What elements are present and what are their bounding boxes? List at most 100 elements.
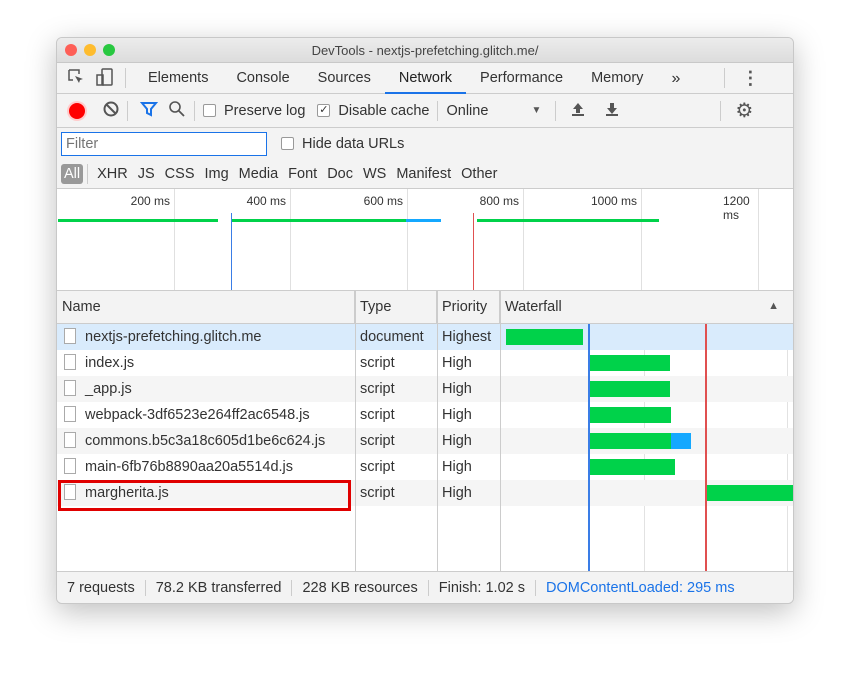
device-toolbar-icon[interactable] [95,67,117,90]
file-icon [64,406,76,422]
window-title: DevTools - nextjs-prefetching.glitch.me/ [311,43,539,58]
filter-input[interactable] [61,131,267,156]
table-row[interactable]: commons.b5c3a18c605d1be6c624.js script H… [57,428,793,454]
dom-content-loaded-line [588,324,590,571]
request-name[interactable]: main-6fb76b8890aa20a5514d.js [57,454,355,480]
request-name-text: commons.b5c3a18c605d1be6c624.js [85,433,326,449]
type-filter-css[interactable]: CSS [164,165,195,182]
type-filter-all[interactable]: All [61,163,84,184]
overview-timeline[interactable]: 200 ms 400 ms 600 ms 800 ms 1000 ms 1200… [57,189,793,291]
kebab-menu-icon[interactable]: ⋮ [741,67,760,88]
status-bar: 7 requests 78.2 KB transferred 228 KB re… [57,571,793,603]
preserve-log-checkbox[interactable] [203,104,216,117]
disable-cache-label: Disable cache [338,102,430,119]
load-event-line [473,213,474,290]
overview-bar [477,219,659,222]
divider [437,100,439,121]
import-har-icon[interactable] [570,101,586,120]
dropdown-arrow-icon[interactable]: ▼ [531,105,542,116]
throttling-select[interactable]: Online [446,102,489,119]
record-icon[interactable] [69,102,85,119]
request-name-text: main-6fb76b8890aa20a5514d.js [85,459,294,475]
tab-sources[interactable]: Sources [317,69,371,86]
file-icon [64,380,76,396]
column-header-type[interactable]: Type [355,291,437,324]
filter-icon[interactable] [139,100,159,121]
hide-data-urls-checkbox[interactable] [281,137,294,150]
type-filter-other[interactable]: Other [461,165,498,182]
column-header-waterfall[interactable]: Waterfall [505,299,562,315]
divider [127,100,128,121]
type-filter-img[interactable]: Img [204,165,229,182]
search-icon[interactable] [168,100,186,121]
file-icon [64,354,76,370]
waterfall-bar [589,433,671,449]
dom-content-loaded-line [231,213,232,290]
request-name[interactable]: webpack-3df6523e264ff2ac6548.js [57,402,355,428]
type-filter-media[interactable]: Media [238,165,279,182]
load-event-line [705,324,707,571]
tab-console[interactable]: Console [236,69,290,86]
waterfall-bar [506,329,583,345]
table-row[interactable]: webpack-3df6523e264ff2ac6548.js script H… [57,402,793,428]
request-name-text: _app.js [85,381,132,397]
more-tabs-button[interactable]: » [671,69,681,87]
request-type: script [360,381,395,397]
request-priority: High [442,485,472,501]
table-row[interactable]: nextjs-prefetching.glitch.me document Hi… [57,324,793,350]
type-filter-manifest[interactable]: Manifest [396,165,452,182]
highlight-box [58,480,351,511]
zoom-window-button[interactable] [103,44,115,56]
table-row[interactable]: main-6fb76b8890aa20a5514d.js script High [57,454,793,480]
tab-memory[interactable]: Memory [591,69,644,86]
table-header: Name Type Priority Waterfall ▲ [57,291,793,324]
request-name-text: index.js [85,355,135,371]
column-header-name[interactable]: Name [57,291,355,324]
tick-label: 1200 ms [723,194,750,222]
resource-type-filters: All XHR JS CSS Img Media Font Doc WS Manifest Othe… [57,159,793,189]
tab-elements[interactable]: Elements [148,69,209,86]
request-type: script [360,485,395,501]
request-name[interactable]: nextjs-prefetching.glitch.me [57,324,355,350]
waterfall-bar [589,459,675,475]
sort-ascending-icon[interactable]: ▲ [768,300,779,312]
clear-icon[interactable] [103,101,119,120]
type-filter-font[interactable]: Font [288,165,318,182]
column-header-priority[interactable]: Priority [437,291,500,324]
request-name[interactable]: margherita.js [57,480,355,506]
tab-network[interactable]: Network [384,63,467,94]
file-icon [64,484,76,500]
inspect-element-icon[interactable] [67,68,89,89]
close-window-button[interactable] [65,44,77,56]
request-priority: High [442,459,472,475]
request-name-text: margherita.js [85,485,169,501]
divider [555,100,557,121]
minimize-window-button[interactable] [84,44,96,56]
export-har-icon[interactable] [604,101,620,120]
disable-cache-checkbox[interactable]: ✓ [317,104,331,117]
settings-gear-icon[interactable]: ⚙ [735,100,754,122]
waterfall-bar [589,355,670,371]
panel-tabs: Elements Console Sources Network Perform… [57,63,793,94]
overview-bar [58,219,218,222]
overview-bar [406,219,441,222]
waterfall-bar [671,433,691,449]
request-name[interactable]: index.js [57,350,355,376]
type-filter-ws[interactable]: WS [362,165,387,182]
request-type: script [360,355,395,371]
waterfall-bar [589,407,671,423]
type-filter-doc[interactable]: Doc [327,165,353,182]
tab-performance[interactable]: Performance [480,69,564,86]
tick-label: 200 ms [130,194,170,208]
request-name[interactable]: _app.js [57,376,355,402]
filter-row: Hide data URLs [57,128,793,159]
file-icon [64,458,76,474]
request-name[interactable]: commons.b5c3a18c605d1be6c624.js [57,428,355,454]
request-type: script [360,433,395,449]
table-row[interactable]: margherita.js script High [57,480,793,506]
table-row[interactable]: _app.js script High [57,376,793,402]
type-filter-xhr[interactable]: XHR [97,165,128,182]
table-row[interactable]: index.js script High [57,350,793,376]
type-filter-js[interactable]: JS [137,165,155,182]
title-bar: DevTools - nextjs-prefetching.glitch.me/ [57,38,793,63]
